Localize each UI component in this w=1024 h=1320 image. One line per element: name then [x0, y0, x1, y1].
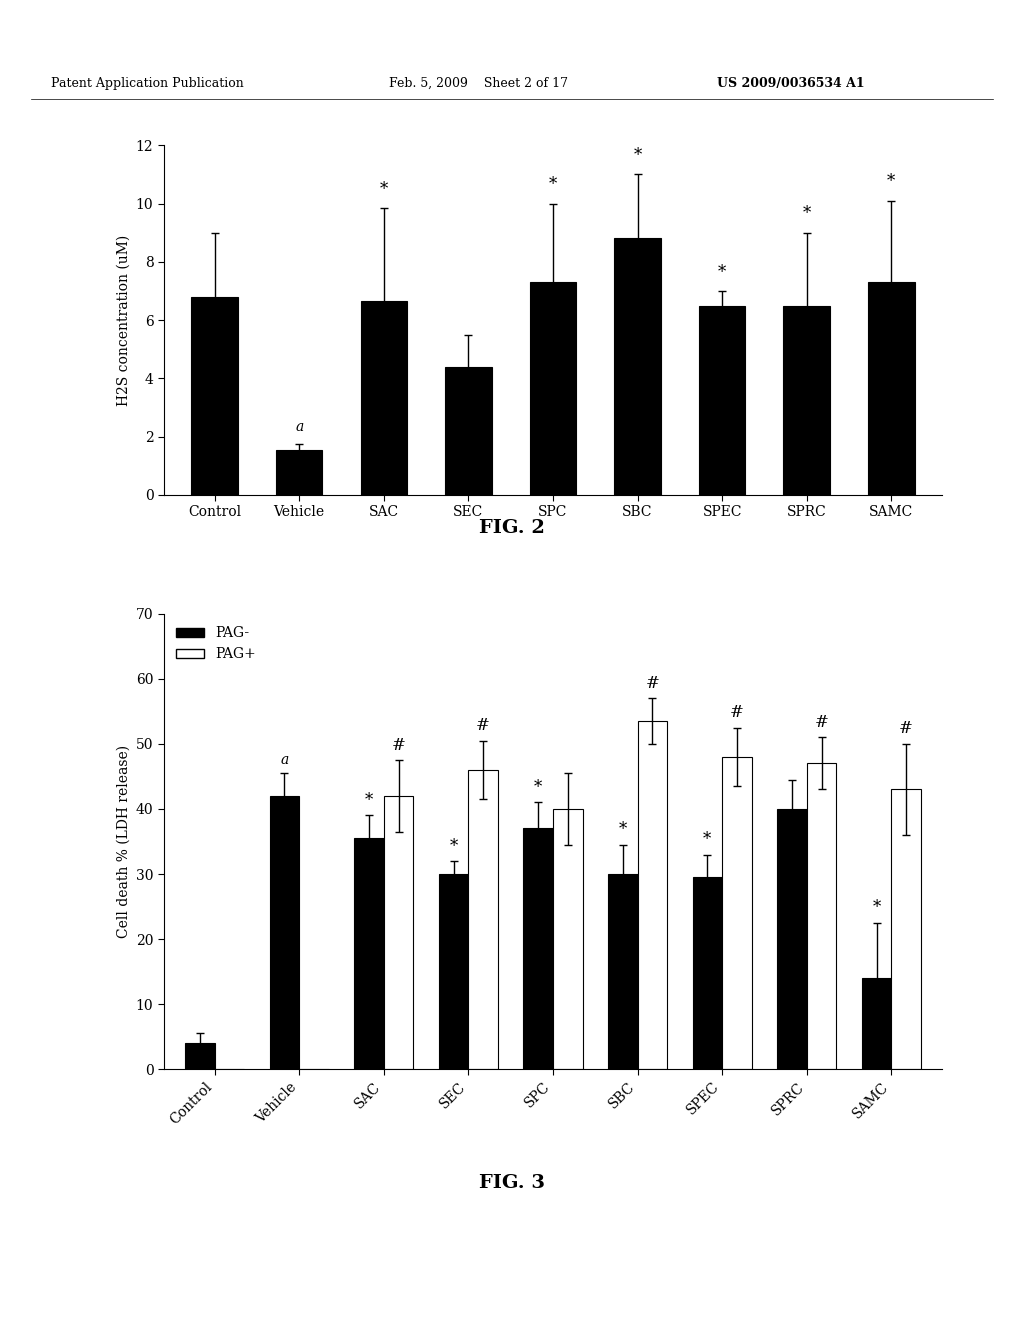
Bar: [384, 796, 414, 1069]
Bar: [354, 838, 384, 1069]
Text: Feb. 5, 2009    Sheet 2 of 17: Feb. 5, 2009 Sheet 2 of 17: [389, 77, 568, 90]
Legend: PAG-, PAG+: PAG-, PAG+: [171, 620, 261, 667]
Text: a: a: [295, 420, 303, 434]
Text: #: #: [730, 704, 743, 721]
Bar: [807, 763, 837, 1069]
Bar: [722, 756, 752, 1069]
Text: *: *: [450, 837, 458, 854]
Bar: [783, 305, 830, 495]
Bar: [608, 874, 638, 1069]
Bar: [862, 978, 891, 1069]
Text: #: #: [476, 717, 490, 734]
Text: *: *: [887, 173, 895, 190]
Bar: [638, 721, 668, 1069]
Bar: [523, 829, 553, 1069]
Text: *: *: [549, 177, 557, 193]
Bar: [529, 282, 577, 495]
Bar: [891, 789, 921, 1069]
Bar: [185, 1043, 215, 1069]
Text: *: *: [803, 206, 811, 223]
Text: #: #: [815, 714, 828, 731]
Bar: [360, 301, 408, 495]
Y-axis label: H2S concentration (uM): H2S concentration (uM): [117, 235, 130, 405]
Bar: [468, 770, 498, 1069]
Bar: [275, 450, 323, 495]
Text: *: *: [718, 264, 726, 281]
Bar: [777, 809, 807, 1069]
Text: *: *: [380, 181, 388, 198]
Text: a: a: [281, 752, 289, 767]
Text: *: *: [365, 792, 373, 809]
Bar: [698, 305, 745, 495]
Bar: [269, 796, 299, 1069]
Y-axis label: Cell death % (LDH release): Cell death % (LDH release): [117, 744, 130, 939]
Bar: [868, 282, 914, 495]
Bar: [438, 874, 468, 1069]
Text: #: #: [645, 675, 659, 692]
Text: *: *: [634, 147, 642, 164]
Text: FIG. 3: FIG. 3: [479, 1173, 545, 1192]
Text: US 2009/0036534 A1: US 2009/0036534 A1: [717, 77, 864, 90]
Bar: [692, 878, 722, 1069]
Text: *: *: [703, 832, 712, 847]
Text: Patent Application Publication: Patent Application Publication: [51, 77, 244, 90]
Bar: [553, 809, 583, 1069]
Text: *: *: [535, 779, 543, 796]
Text: *: *: [872, 899, 881, 916]
Text: #: #: [391, 737, 406, 754]
Text: #: #: [899, 721, 913, 738]
Bar: [191, 297, 238, 495]
Text: *: *: [618, 821, 627, 838]
Bar: [445, 367, 492, 495]
Text: FIG. 2: FIG. 2: [479, 519, 545, 537]
Bar: [614, 239, 660, 495]
